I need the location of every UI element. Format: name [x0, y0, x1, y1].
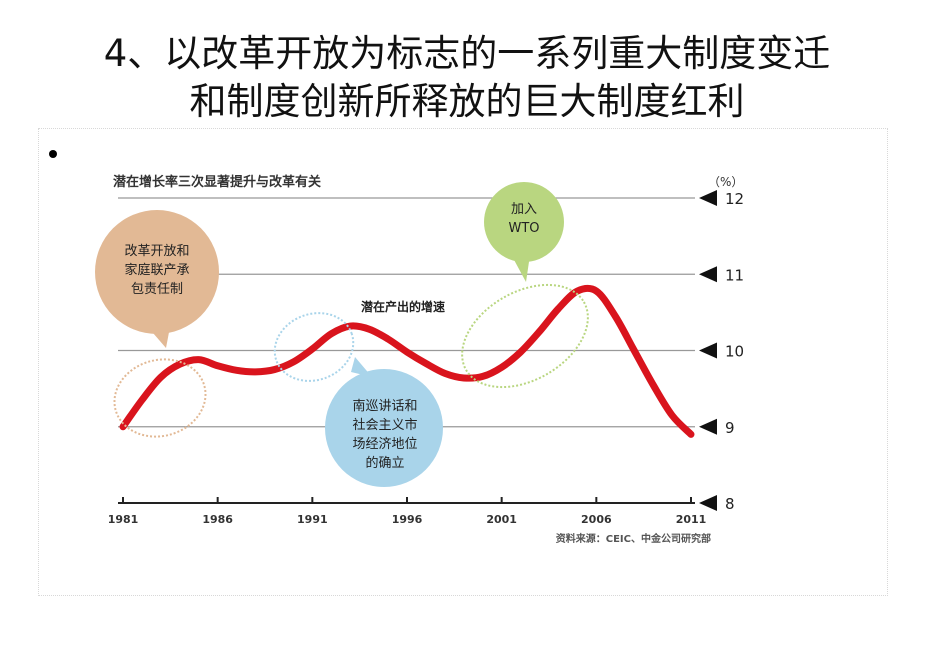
- y-tick-label-12: 12: [725, 190, 744, 208]
- y-tick-marker-10: [699, 342, 717, 359]
- wto-callout-text-line-2: WTO: [508, 221, 539, 236]
- source-note: 资料来源：CEIC、中金公司研究部: [556, 532, 711, 545]
- reform-callout-bubble: [95, 210, 219, 334]
- reform-callout-text-line-3: 包责任制: [131, 282, 183, 297]
- y-tick-label-8: 8: [725, 495, 735, 513]
- south-tour-callout-ellipse: [273, 312, 355, 382]
- south-tour-callout-bubble: [325, 369, 443, 487]
- x-tick-label-2006: 2006: [581, 513, 612, 526]
- y-unit-label: （%）: [708, 175, 743, 189]
- x-tick-label-1991: 1991: [297, 513, 328, 526]
- x-tick-label-2011: 2011: [676, 513, 707, 526]
- reform-callout-text-line-2: 家庭联产承: [124, 262, 189, 278]
- chart-frame: [38, 128, 888, 596]
- chart-title: 潜在增长率三次显著提升与改革有关: [113, 174, 321, 190]
- south-tour-callout-tail: [351, 357, 372, 377]
- y-tick-label-10: 10: [725, 343, 744, 361]
- y-tick-marker-9: [699, 418, 717, 435]
- x-tick-label-2001: 2001: [486, 513, 517, 526]
- y-tick-label-11: 11: [725, 266, 744, 284]
- x-tick-label-1986: 1986: [202, 513, 233, 526]
- south-tour-callout-text-line-4: 的确立: [365, 455, 404, 471]
- y-tick-marker-12: [699, 190, 717, 206]
- series-label: 潜在产出的增速: [361, 299, 445, 314]
- wto-callout-bubble: [484, 182, 564, 262]
- south-tour-callout-text-line-3: 场经济地位: [352, 437, 417, 452]
- slide-title-line-2: 和制度创新所释放的巨大制度红利: [189, 80, 745, 123]
- slide-title-line-1: 4、以改革开放为标志的一系列重大制度变迁: [103, 32, 831, 75]
- x-tick-label-1996: 1996: [392, 513, 423, 526]
- south-tour-callout-text-line-2: 社会主义市: [352, 417, 417, 433]
- reform-callout-text-line-1: 改革开放和: [124, 244, 189, 259]
- wto-callout-text-line-1: 加入: [511, 202, 537, 217]
- y-tick-marker-11: [699, 266, 717, 283]
- y-tick-label-9: 9: [725, 419, 735, 437]
- wto-callout-ellipse: [461, 283, 589, 389]
- y-tick-marker-8: [699, 495, 717, 511]
- reform-callout-tail: [140, 318, 170, 348]
- wto-callout-tail: [513, 255, 530, 282]
- south-tour-callout-text-line-1: 南巡讲话和: [352, 398, 417, 414]
- reform-callout-ellipse: [113, 358, 207, 438]
- series-line: [119, 284, 695, 438]
- x-tick-label-1981: 1981: [108, 513, 139, 526]
- bullet-point: [49, 150, 57, 158]
